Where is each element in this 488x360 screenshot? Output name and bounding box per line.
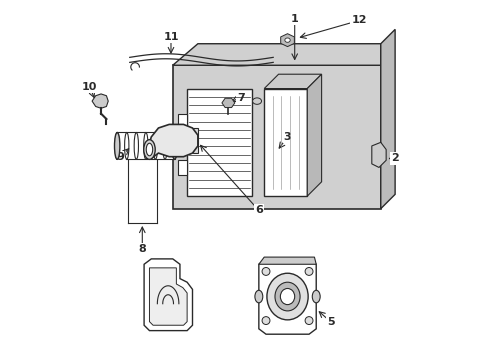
Ellipse shape bbox=[146, 143, 152, 156]
Bar bbox=[172, 65, 380, 209]
Polygon shape bbox=[258, 257, 316, 264]
Text: 3: 3 bbox=[283, 132, 291, 142]
Text: 6: 6 bbox=[254, 206, 262, 216]
Text: 8: 8 bbox=[138, 244, 146, 254]
Ellipse shape bbox=[305, 317, 312, 324]
Bar bbox=[117, 132, 174, 159]
Text: 5: 5 bbox=[326, 317, 334, 327]
Polygon shape bbox=[306, 74, 321, 196]
Ellipse shape bbox=[114, 132, 120, 159]
Polygon shape bbox=[371, 142, 386, 167]
Polygon shape bbox=[380, 30, 394, 209]
Polygon shape bbox=[258, 259, 316, 334]
Ellipse shape bbox=[252, 98, 261, 104]
Ellipse shape bbox=[254, 290, 262, 303]
Ellipse shape bbox=[262, 317, 269, 324]
Bar bbox=[264, 89, 306, 196]
Ellipse shape bbox=[282, 36, 292, 45]
Ellipse shape bbox=[224, 99, 232, 107]
Polygon shape bbox=[147, 125, 198, 158]
Ellipse shape bbox=[266, 273, 307, 320]
Text: 9: 9 bbox=[117, 152, 124, 162]
Bar bbox=[192, 128, 198, 153]
Text: 1: 1 bbox=[290, 14, 298, 24]
Text: 4: 4 bbox=[156, 308, 164, 318]
Ellipse shape bbox=[285, 38, 290, 42]
Text: 11: 11 bbox=[163, 32, 179, 41]
Bar bbox=[187, 89, 251, 196]
Text: 2: 2 bbox=[390, 153, 398, 163]
Ellipse shape bbox=[280, 288, 294, 305]
Ellipse shape bbox=[312, 290, 320, 303]
Polygon shape bbox=[222, 98, 234, 108]
Text: 12: 12 bbox=[351, 15, 366, 26]
Polygon shape bbox=[149, 268, 187, 325]
Polygon shape bbox=[280, 34, 294, 46]
Polygon shape bbox=[144, 259, 192, 330]
Text: 10: 10 bbox=[81, 82, 97, 92]
Ellipse shape bbox=[274, 282, 300, 311]
Bar bbox=[178, 160, 187, 175]
Text: 7: 7 bbox=[237, 93, 244, 103]
Polygon shape bbox=[92, 94, 108, 108]
Ellipse shape bbox=[305, 267, 312, 275]
Polygon shape bbox=[172, 44, 380, 65]
Ellipse shape bbox=[262, 267, 269, 275]
Ellipse shape bbox=[143, 140, 155, 159]
Bar bbox=[178, 114, 187, 128]
Ellipse shape bbox=[171, 132, 177, 159]
Polygon shape bbox=[264, 74, 321, 89]
